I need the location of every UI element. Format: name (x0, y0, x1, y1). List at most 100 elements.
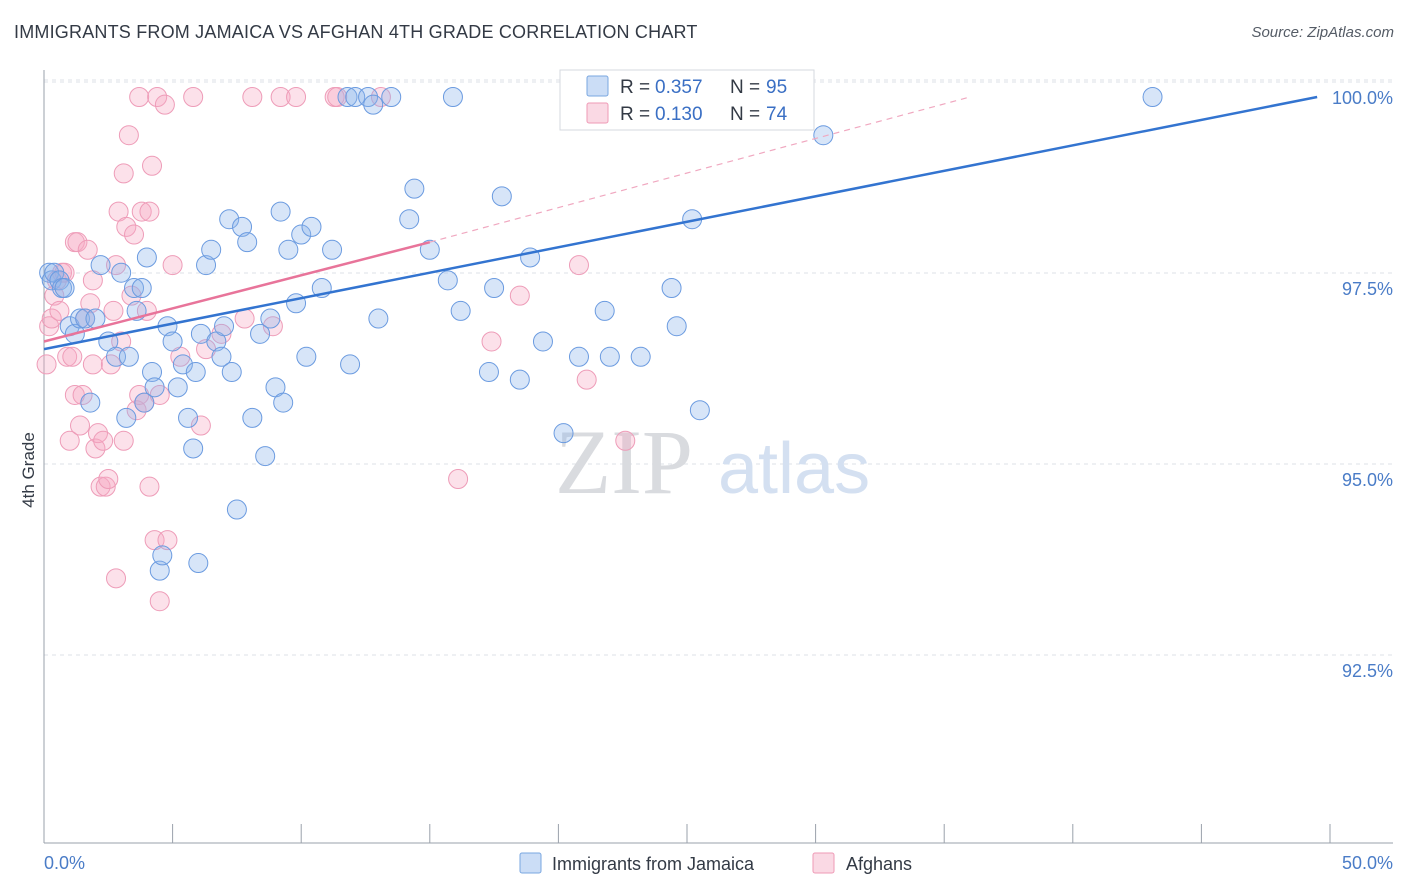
jamaica-point (492, 187, 511, 206)
jamaica-point (405, 179, 424, 198)
jamaica-point (168, 378, 187, 397)
jamaica-point (202, 240, 221, 259)
jamaica-point (238, 233, 257, 252)
jamaica-point (369, 309, 388, 328)
jamaica-point (189, 554, 208, 573)
jamaica-point (323, 240, 342, 259)
y-tick-label: 100.0% (1332, 88, 1393, 108)
afghans-point (150, 592, 169, 611)
jamaica-point (510, 370, 529, 389)
jamaica-point (400, 210, 419, 229)
afghans-point (94, 431, 113, 450)
jamaica-point (438, 271, 457, 290)
legend-swatch-jamaica (587, 76, 608, 96)
bottom-legend: Immigrants from Jamaica Afghans (520, 853, 912, 874)
jamaica-point (297, 347, 316, 366)
y-tick-label: 92.5% (1342, 661, 1393, 681)
afghans-point (130, 88, 149, 107)
legend-swatch-afghans (587, 103, 608, 123)
jamaica-point (814, 126, 833, 145)
jamaica-point (137, 248, 156, 267)
jamaica-point (227, 500, 246, 519)
legend-n-value-afghans: 74 (766, 104, 788, 125)
jamaica-point (279, 240, 298, 259)
afghans-point (482, 332, 501, 351)
watermark-atlas: atlas (718, 429, 870, 509)
legend-box: R = 0.357 N = 95 R = 0.130 N = 74 (560, 70, 814, 130)
afghans-point (114, 164, 133, 183)
afghans-point (577, 370, 596, 389)
watermark: ZIP atlas (555, 411, 870, 513)
afghans-point (125, 225, 144, 244)
jamaica-point (222, 363, 241, 382)
y-tick-label: 97.5% (1342, 279, 1393, 299)
jamaica-point (631, 347, 650, 366)
jamaica-point (91, 256, 110, 275)
jamaica-point (364, 95, 383, 114)
x-tick-min: 0.0% (44, 853, 85, 873)
jamaica-point (662, 279, 681, 298)
legend-r-value-jamaica: 0.357 (655, 77, 703, 98)
legend-n-value-jamaica: 95 (766, 77, 787, 98)
afghans-point (140, 202, 159, 221)
grid-lines (44, 80, 1393, 655)
jamaica-point (243, 408, 262, 427)
afghans-point (569, 256, 588, 275)
legend-r-label: R = (620, 104, 650, 125)
afghans-point (78, 240, 97, 259)
jamaica-point (81, 393, 100, 412)
watermark-zip: ZIP (555, 411, 693, 513)
afghans-point (616, 431, 635, 450)
afghans-point (243, 88, 262, 107)
bottom-legend-swatch-jamaica (520, 853, 541, 873)
jamaica-point (600, 347, 619, 366)
jamaica-point (274, 393, 293, 412)
jamaica-point (690, 401, 709, 420)
jamaica-point (186, 363, 205, 382)
afghans-point (104, 301, 123, 320)
jamaica-point (271, 202, 290, 221)
afghans-point (510, 286, 529, 305)
afghans-point (71, 416, 90, 435)
jamaica-point (117, 408, 136, 427)
bottom-legend-label-jamaica: Immigrants from Jamaica (552, 854, 755, 874)
jamaica-point (485, 279, 504, 298)
bottom-legend-label-afghans: Afghans (846, 854, 912, 874)
afghans-point (107, 569, 126, 588)
afghans-point (114, 431, 133, 450)
jamaica-point (256, 447, 275, 466)
correlation-chart: ZIP atlas 92.5% 95.0% 97.5% 100.0% 4th Grad… (0, 0, 1406, 892)
afghans-point (184, 88, 203, 107)
jamaica-point (145, 378, 164, 397)
jamaica-point (112, 263, 131, 282)
y-tick-labels: 92.5% 95.0% 97.5% 100.0% (1332, 88, 1393, 681)
afghans-point (83, 355, 102, 374)
jamaica-point (215, 317, 234, 336)
jamaica-point (595, 301, 614, 320)
jamaica-point (341, 355, 360, 374)
jamaica-point (667, 317, 686, 336)
legend-n-label: N = (730, 104, 760, 125)
jamaica-point (1143, 88, 1162, 107)
jamaica-point (261, 309, 280, 328)
legend-n-label: N = (730, 77, 760, 98)
jamaica-point (382, 88, 401, 107)
jamaica-point (479, 363, 498, 382)
jamaica-point (569, 347, 588, 366)
afghans-point (163, 256, 182, 275)
jamaica-point (443, 88, 462, 107)
bottom-legend-swatch-afghans (813, 853, 834, 873)
afghans-point (143, 156, 162, 175)
jamaica-point (554, 424, 573, 443)
afghans-point (63, 347, 82, 366)
afghans-point (155, 95, 174, 114)
jamaica-point (55, 279, 74, 298)
legend-r-value-afghans: 0.130 (655, 104, 703, 125)
jamaica-point (533, 332, 552, 351)
y-tick-label: 95.0% (1342, 470, 1393, 490)
afghans-point (119, 126, 138, 145)
jamaica-point (179, 408, 198, 427)
jamaica-point (302, 217, 321, 236)
y-axis-label: 4th Grade (19, 432, 38, 508)
jamaica-point (132, 279, 151, 298)
